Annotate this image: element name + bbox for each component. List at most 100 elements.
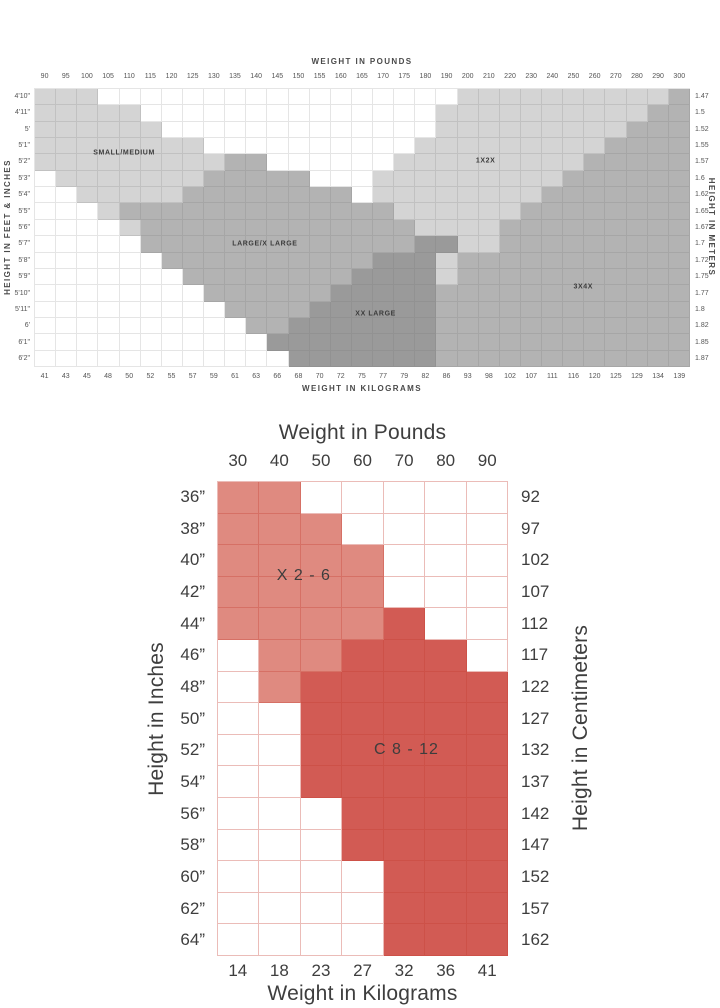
grid-cell: [478, 121, 500, 139]
grid-cell: [300, 513, 343, 546]
grid-cell: [383, 892, 426, 925]
grid-cell: [563, 121, 585, 139]
grid-cell: [246, 170, 268, 188]
child-inches-label: 60”: [180, 866, 205, 886]
child-centimeters-label: 152: [521, 866, 550, 886]
grid-cell: [267, 121, 289, 139]
grid-cell: [668, 138, 690, 155]
grid-cell: [35, 105, 57, 122]
adult-meters-label: 1.87: [695, 355, 709, 363]
grid-cell: [373, 285, 395, 302]
grid-cell: [605, 236, 627, 253]
grid-cell: [373, 187, 395, 204]
size-region-label: LARGE/X LARGE: [232, 240, 298, 248]
grid-cell: [478, 317, 500, 335]
grid-cell: [342, 513, 384, 546]
grid-cell: [225, 350, 247, 367]
grid-cell: [309, 121, 331, 139]
grid-cell: [520, 236, 543, 253]
grid-cell: [288, 203, 310, 220]
grid-cell: [626, 334, 648, 351]
grid-cell: [373, 154, 395, 171]
grid-cell: [584, 203, 606, 220]
grid-cell: [218, 640, 260, 672]
grid-cell: [342, 798, 384, 830]
grid-cell: [626, 268, 648, 286]
adult-feet-label: 5'7": [18, 240, 30, 248]
grid-cell: [288, 154, 310, 171]
grid-cell: [478, 301, 500, 318]
grid-cell: [542, 236, 564, 253]
adult-pounds-label: 145: [271, 72, 284, 80]
grid-cell: [267, 252, 289, 269]
grid-cell: [56, 301, 78, 318]
grid-cell: [542, 350, 564, 367]
grid-cell: [35, 89, 57, 106]
grid-cell: [300, 924, 343, 956]
grid-cell: [626, 252, 648, 269]
grid-cell: [225, 236, 247, 253]
child-inches-label: 48”: [180, 676, 205, 696]
grid-cell: [119, 138, 141, 155]
grid-cell: [259, 734, 301, 767]
grid-cell: [584, 105, 606, 122]
grid-cell: [563, 219, 585, 237]
adult-pounds-label: 90: [40, 72, 49, 80]
child-centimeters-label: 102: [521, 550, 550, 570]
grid-cell: [204, 203, 226, 220]
grid-cell: [119, 170, 141, 188]
child-pounds-axis: 30 40 50 60 70 80 90: [217, 450, 508, 472]
grid-cell: [140, 138, 162, 155]
child-inches-label: 58”: [180, 835, 205, 855]
grid-cell: [394, 121, 416, 139]
size-region-label: X 2 - 6: [276, 566, 331, 584]
adult-feet-label: 5'3": [18, 174, 30, 182]
grid-cell: [218, 861, 260, 893]
grid-cell: [259, 671, 301, 704]
grid-cell: [457, 334, 479, 351]
grid-cell: [309, 350, 331, 367]
grid-cell: [647, 236, 669, 253]
adult-kilograms-label: 55: [167, 372, 176, 380]
grid-cell: [584, 121, 606, 139]
grid-cell: [225, 121, 247, 139]
grid-cell: [668, 252, 690, 269]
child-centimeters-label: 112: [521, 613, 549, 633]
grid-cell: [383, 798, 426, 830]
grid-cell: [246, 334, 268, 351]
grid-cell: [415, 301, 437, 318]
grid-cell: [351, 317, 374, 335]
grid-cell: [415, 170, 437, 188]
grid-cell: [98, 154, 120, 171]
grid-cell: [300, 482, 343, 514]
grid-cell: [415, 138, 437, 155]
adult-feet-label: 6'1": [18, 338, 30, 346]
grid-cell: [35, 252, 57, 269]
grid-cell: [668, 350, 690, 367]
grid-cell: [626, 317, 648, 335]
child-inches-label: 44”: [180, 613, 205, 633]
grid-cell: [436, 334, 458, 351]
grid-cell: [584, 219, 606, 237]
grid-cell: [466, 545, 508, 577]
grid-cell: [246, 236, 268, 253]
grid-cell: [425, 608, 467, 640]
grid-cell: [218, 545, 260, 577]
grid-cell: [626, 236, 648, 253]
grid-cell: [182, 170, 205, 188]
adult-feet-label: 6': [24, 322, 30, 330]
adult-pounds-label: 210: [483, 72, 495, 80]
grid-cell: [542, 203, 564, 220]
grid-cell: [647, 154, 669, 171]
grid-cell: [161, 187, 183, 204]
adult-meters-label: 1.47: [695, 92, 709, 100]
grid-cell: [218, 798, 260, 830]
grid-cell: [140, 236, 162, 253]
grid-cell: [425, 924, 467, 956]
grid-cell: [161, 285, 183, 302]
grid-cell: [77, 154, 99, 171]
grid-cell: [77, 268, 99, 286]
grid-cell: [383, 513, 426, 546]
grid-cell: [119, 252, 141, 269]
grid-cell: [542, 268, 564, 286]
